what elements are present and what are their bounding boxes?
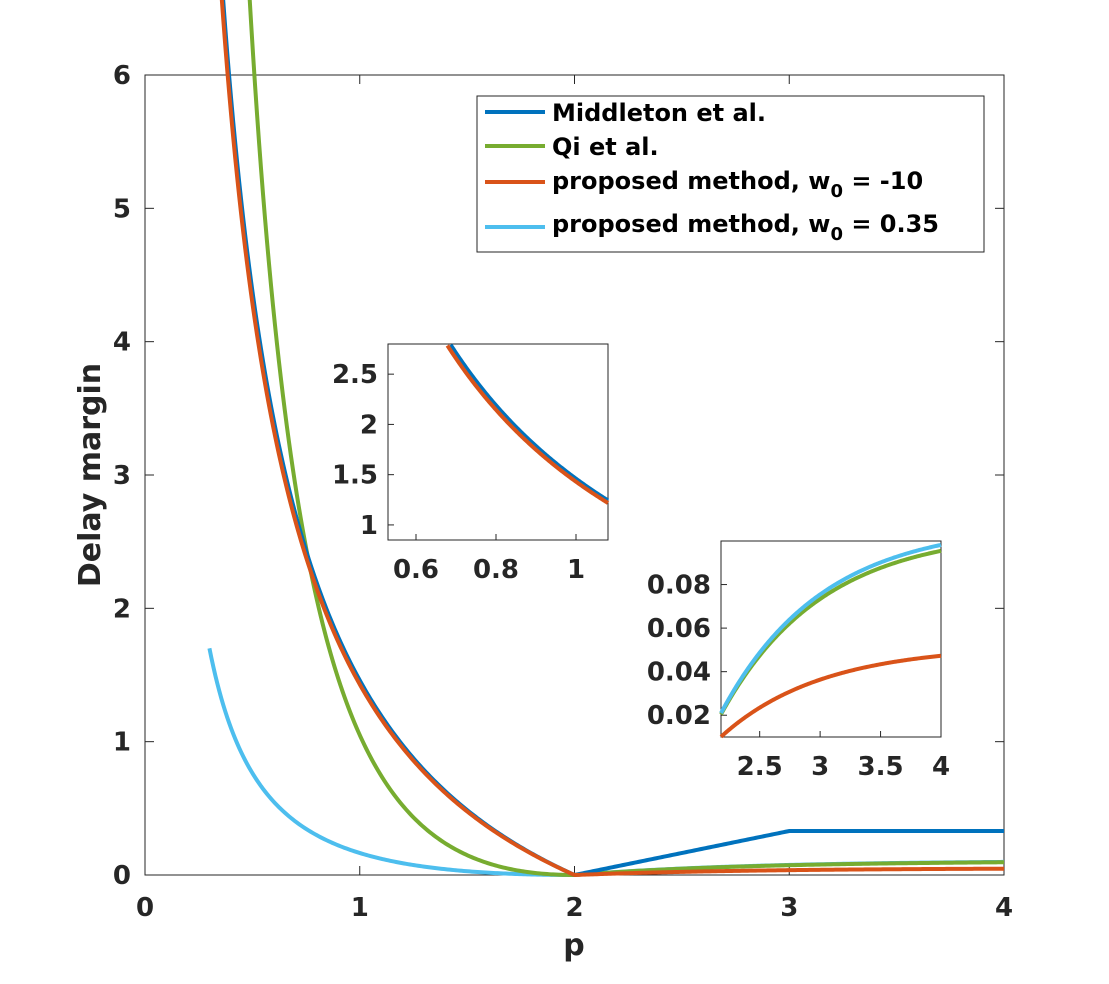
x-axis-title: p xyxy=(563,928,584,963)
inset-right-plot-area xyxy=(720,540,942,738)
inset-left-x-tick-label: 1 xyxy=(567,555,585,585)
x-tick-label: 0 xyxy=(136,893,154,923)
inset-right-x-tick-label: 4 xyxy=(932,752,950,782)
inset-left-y-tick-label: 1 xyxy=(360,511,378,541)
inset-right-ticks: 2.5 3 3.5 4 0.02 0.04 0.06 0.08 xyxy=(647,571,950,782)
inset-right-lines xyxy=(719,542,942,739)
inset-right-x-tick-label: 3 xyxy=(811,752,829,782)
inset-left-y-tick-label: 2 xyxy=(360,410,378,440)
legend: Middleton et al. Qi et al. proposed meth… xyxy=(476,95,985,253)
x-tick-label: 2 xyxy=(565,893,583,923)
x-tick-label: 1 xyxy=(351,893,369,923)
y-tick-label: 5 xyxy=(113,194,131,224)
series-line-proposed-neg10 xyxy=(219,0,1005,877)
inset-right-line-proposed-neg10 xyxy=(719,653,942,739)
y-tick-label: 4 xyxy=(113,328,131,358)
inset-right-y-tick-label: 0.06 xyxy=(647,614,711,644)
inset-right-x-tick-label: 2.5 xyxy=(737,752,783,782)
inset-left-line-proposed-neg10 xyxy=(445,344,610,505)
inset-right-y-tick-label: 0.04 xyxy=(647,658,711,688)
legend-label-proposed-035: proposed method, w0 = 0.35 xyxy=(552,210,939,245)
inset-left-line-middleton xyxy=(449,343,610,503)
inset-left-x-tick-label: 0.6 xyxy=(393,555,439,585)
inset-left-plot-area xyxy=(387,343,609,541)
y-tick-label: 3 xyxy=(113,461,131,491)
y-tick-label: 6 xyxy=(113,61,131,91)
inset-right-y-tick-label: 0.08 xyxy=(647,571,711,601)
inset-left: 0.6 0.8 1 1 1.5 2 2.5 xyxy=(332,343,610,585)
inset-left-ticks: 0.6 0.8 1 1 1.5 2 2.5 xyxy=(332,360,585,585)
inset-right-line-proposed-035 xyxy=(719,542,942,715)
y-tick-label: 0 xyxy=(113,861,131,891)
inset-left-y-tick-label: 2.5 xyxy=(332,360,378,390)
main-y-ticks: 0 1 2 3 4 5 6 xyxy=(113,61,1004,891)
y-tick-label: 2 xyxy=(113,594,131,624)
legend-label-middleton: Middleton et al. xyxy=(552,99,766,127)
series-line-middleton xyxy=(221,0,1005,877)
inset-left-lines xyxy=(445,343,610,505)
legend-box xyxy=(476,95,985,253)
inset-left-x-tick-label: 0.8 xyxy=(473,555,519,585)
x-tick-label: 4 xyxy=(995,893,1013,923)
x-tick-label: 3 xyxy=(780,893,798,923)
inset-right: 2.5 3 3.5 4 0.02 0.04 0.06 0.08 xyxy=(647,540,950,782)
legend-label-qi: Qi et al. xyxy=(552,133,659,161)
y-axis-title: Delay margin xyxy=(73,363,108,587)
inset-right-x-tick-label: 3.5 xyxy=(858,752,904,782)
inset-left-y-tick-label: 1.5 xyxy=(332,461,378,491)
legend-label-proposed-neg10: proposed method, w0 = -10 xyxy=(552,167,923,202)
inset-right-y-tick-label: 0.02 xyxy=(647,701,711,731)
main-series-lines xyxy=(207,0,1005,877)
y-tick-label: 1 xyxy=(113,728,131,758)
